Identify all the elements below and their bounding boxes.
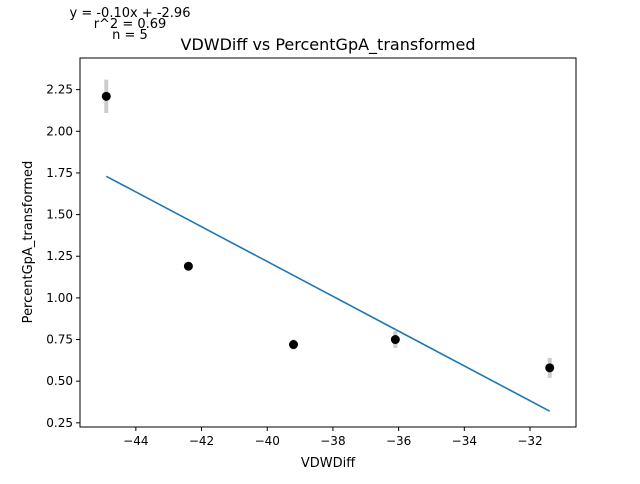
- x-axis-ticks: −44 −42 −40 −38 −36 −34 −32: [123, 427, 543, 448]
- r-squared-annotation: r^2 = 0.69: [94, 17, 167, 32]
- x-tick-label: −38: [320, 434, 345, 448]
- points-layer: [101, 91, 555, 373]
- y-tick-label: 0.50: [46, 374, 73, 388]
- y-tick-label: 2.00: [46, 124, 73, 138]
- fit-line: [105, 175, 551, 412]
- x-tick-label: −34: [452, 434, 477, 448]
- chart-title: VDWDiff vs PercentGpA_transformed: [181, 35, 476, 55]
- y-tick-label: 1.75: [46, 166, 73, 180]
- fit-equation-annotation: y = -0.10x + -2.96: [70, 6, 191, 21]
- fit-line-layer: [105, 175, 551, 412]
- data-point: [101, 91, 111, 101]
- y-axis-ticks: 0.25 0.50 0.75 1.00 1.25 1.50 1.75 2.00 2.25: [46, 83, 80, 430]
- y-tick-label: 2.25: [46, 83, 73, 97]
- y-tick-label: 0.25: [46, 416, 73, 430]
- x-tick-label: −44: [123, 434, 148, 448]
- y-tick-label: 1.00: [46, 291, 73, 305]
- plot-frame: [79, 57, 577, 428]
- data-point: [183, 261, 193, 271]
- x-tick-label: −36: [386, 434, 411, 448]
- data-point: [289, 340, 299, 350]
- y-tick-label: 1.25: [46, 249, 73, 263]
- data-point: [390, 335, 400, 345]
- x-tick-label: −40: [255, 434, 280, 448]
- x-axis-label: VDWDiff: [301, 456, 356, 471]
- y-axis-label: PercentGpA_transformed: [21, 161, 36, 324]
- x-tick-label: −42: [189, 434, 214, 448]
- sample-size-annotation: n = 5: [112, 28, 148, 43]
- x-tick-label: −32: [517, 434, 542, 448]
- y-tick-label: 0.75: [46, 333, 73, 347]
- data-point: [545, 363, 555, 373]
- y-tick-label: 1.50: [46, 208, 73, 222]
- errorbars-layer: [104, 79, 552, 378]
